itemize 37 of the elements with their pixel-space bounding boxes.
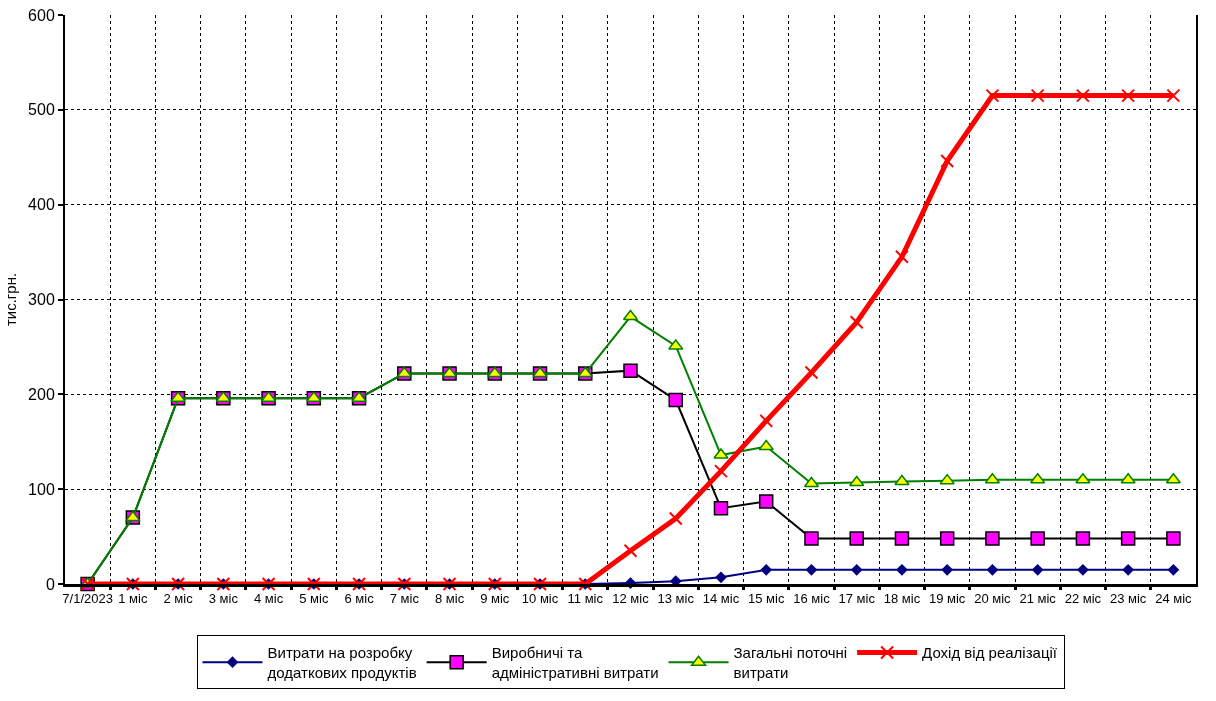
x-tick-label: 23 міс: [1109, 590, 1147, 606]
x-tick-label: 7/1/2023: [62, 590, 113, 606]
y-tick-label: 500: [28, 101, 55, 119]
x-tick-label: 21 міс: [1019, 590, 1057, 606]
legend-label: Загальні поточні витрати: [733, 644, 848, 681]
y-tick-label: 600: [28, 6, 55, 24]
x-tick-label: 2 міс: [163, 590, 194, 606]
y-tick-label: 300: [28, 291, 55, 309]
legend-label: Дохід від реалізації: [922, 644, 1058, 662]
legend-label: Виробничі та адміністративні витрати: [491, 644, 659, 681]
x-tick-label: 9 міс: [480, 590, 510, 606]
legend-label: Витрати на розробку додаткових продуктів: [267, 644, 417, 681]
x-tick-label: 20 міс: [974, 590, 1012, 606]
x-tick-label: 15 міс: [748, 590, 785, 606]
x-tick-label: 4 міс: [253, 590, 284, 606]
y-axis-title: тис.грн.: [1, 272, 19, 327]
x-tick-label: 6 міс: [344, 590, 375, 606]
y-tick-label: 400: [28, 196, 55, 214]
y-tick-label: 100: [28, 480, 55, 498]
x-tick-label: 8 міс: [434, 590, 465, 606]
x-tick-label: 10 міс: [521, 590, 559, 606]
x-tick-label: 7 міс: [389, 590, 420, 606]
y-tick-label: 0: [45, 575, 55, 593]
x-tick-label: 16 міс: [793, 590, 831, 606]
x-tick-label: 12 міс: [612, 590, 650, 606]
x-tick-label: 1 міс: [118, 590, 148, 606]
x-tick-label: 14 міс: [702, 590, 740, 606]
x-tick-label: 18 міс: [883, 590, 921, 606]
x-tick-label: 24 міс: [1155, 590, 1193, 606]
x-tick-label: 3 міс: [208, 590, 239, 606]
x-tick-label: 11 міс: [567, 590, 604, 606]
x-tick-label: 13 міс: [657, 590, 695, 606]
y-tick-label: 200: [28, 385, 55, 403]
x-tick-label: 17 міс: [838, 590, 876, 606]
x-tick-label: 5 міс: [299, 590, 329, 606]
x-tick-label: 19 міс: [928, 590, 966, 606]
x-tick-label: 22 міс: [1064, 590, 1102, 606]
